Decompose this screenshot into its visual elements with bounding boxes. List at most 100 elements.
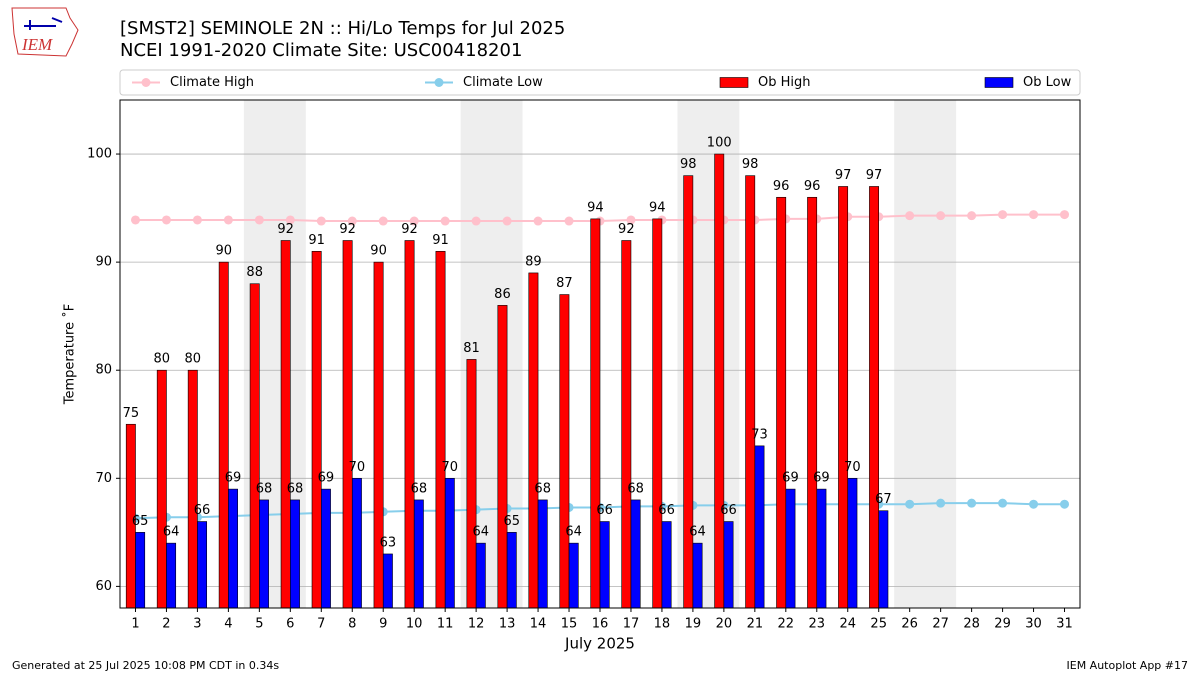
- x-tick-label: 7: [317, 617, 325, 632]
- x-tick-label: 10: [406, 617, 423, 632]
- bar-value-label: 64: [565, 525, 582, 540]
- footer-right: IEM Autoplot App #17: [1067, 659, 1189, 672]
- bar: [382, 553, 393, 609]
- line-marker: [409, 216, 419, 226]
- chart-subtitle: NCEI 1991-2020 Climate Site: USC00418201: [120, 40, 522, 61]
- bar-value-label: 87: [556, 276, 573, 291]
- x-tick-label: 30: [1025, 617, 1042, 632]
- bar-value-label: 64: [689, 525, 706, 540]
- logo: IEM: [11, 7, 79, 57]
- line-marker: [936, 211, 946, 221]
- bar: [290, 499, 300, 609]
- x-tick-label: 23: [809, 617, 826, 632]
- bar: [869, 186, 880, 609]
- legend-marker: [141, 78, 151, 87]
- bar-value-label: 68: [534, 481, 551, 496]
- y-tick-label: 100: [87, 147, 112, 162]
- logo-text: IEM: [21, 35, 53, 54]
- y-tick-label: 60: [95, 579, 112, 594]
- x-tick-label: 22: [778, 617, 795, 632]
- bar-value-label: 98: [742, 157, 759, 172]
- bar-value-label: 91: [308, 233, 325, 248]
- bar-value-label: 86: [494, 287, 511, 302]
- x-tick-label: 8: [348, 617, 356, 632]
- logo-icon: [24, 17, 63, 30]
- bar: [723, 521, 734, 609]
- x-tick-label: 4: [224, 617, 232, 632]
- bar-value-label: 98: [680, 157, 697, 172]
- bar: [311, 251, 322, 609]
- bar-value-label: 81: [463, 341, 480, 356]
- bar: [559, 294, 570, 609]
- bar: [590, 218, 601, 609]
- legend-label: Ob High: [758, 75, 811, 90]
- line-marker: [936, 498, 946, 508]
- x-tick-label: 26: [901, 617, 918, 632]
- bar: [878, 510, 889, 609]
- bar: [320, 488, 331, 609]
- bar-value-label: 92: [339, 222, 356, 237]
- bar-value-label: 70: [844, 460, 861, 475]
- bar-value-label: 68: [411, 481, 428, 496]
- bar: [847, 477, 858, 609]
- line-marker: [347, 216, 357, 226]
- bar-value-label: 97: [866, 168, 883, 183]
- bar: [249, 283, 260, 609]
- bar-value-label: 65: [132, 514, 149, 529]
- x-tick-label: 27: [932, 617, 949, 632]
- y-axis-label: Temperature ˚F: [62, 304, 78, 405]
- bar: [838, 186, 849, 609]
- legend-swatch: [719, 77, 749, 88]
- bar-value-label: 70: [442, 460, 459, 475]
- line-marker: [905, 499, 915, 509]
- bar-value-label: 68: [256, 481, 273, 496]
- plot-frame: [119, 99, 1081, 609]
- x-tick-label: 1: [131, 617, 139, 632]
- line-marker: [998, 498, 1008, 508]
- footer-left: Generated at 25 Jul 2025 10:08 PM CDT in…: [12, 659, 279, 672]
- line-marker: [1060, 499, 1070, 509]
- bar-value-label: 96: [773, 179, 790, 194]
- line-marker: [502, 216, 512, 226]
- line-marker: [626, 215, 636, 225]
- legend-marker: [434, 78, 444, 87]
- bar: [816, 488, 827, 609]
- bar-value-label: 69: [225, 471, 242, 486]
- line-marker: [967, 498, 977, 508]
- bar-value-label: 90: [215, 244, 232, 259]
- bar: [497, 305, 508, 609]
- bar: [692, 542, 703, 609]
- x-tick-label: 9: [379, 617, 387, 632]
- legend-box: [119, 69, 1081, 96]
- line-marker: [378, 216, 388, 226]
- line-marker: [192, 215, 202, 225]
- line-marker: [1029, 210, 1039, 220]
- bar: [630, 499, 641, 609]
- legend-label: Climate Low: [463, 75, 543, 90]
- bar-value-label: 92: [277, 222, 294, 237]
- bar-value-label: 97: [835, 168, 852, 183]
- bar: [342, 240, 353, 609]
- line-marker: [223, 215, 233, 225]
- legend-label: Ob Low: [1023, 75, 1072, 90]
- x-tick-label: 24: [839, 617, 856, 632]
- line-marker: [285, 215, 295, 225]
- line-marker: [998, 210, 1008, 220]
- bar: [528, 272, 539, 609]
- bar-value-label: 66: [658, 503, 675, 518]
- x-tick-label: 25: [870, 617, 887, 632]
- bar-value-label: 66: [596, 503, 613, 518]
- bar: [785, 488, 796, 609]
- bar: [661, 521, 672, 609]
- x-tick-label: 20: [716, 617, 733, 632]
- bar: [166, 542, 177, 609]
- line-marker: [471, 216, 481, 226]
- bar: [444, 477, 455, 609]
- line-marker: [1060, 210, 1070, 220]
- bar-value-label: 90: [370, 244, 387, 259]
- x-tick-label: 13: [499, 617, 516, 632]
- bar: [280, 240, 291, 609]
- bar: [621, 240, 632, 609]
- line-marker: [316, 216, 326, 226]
